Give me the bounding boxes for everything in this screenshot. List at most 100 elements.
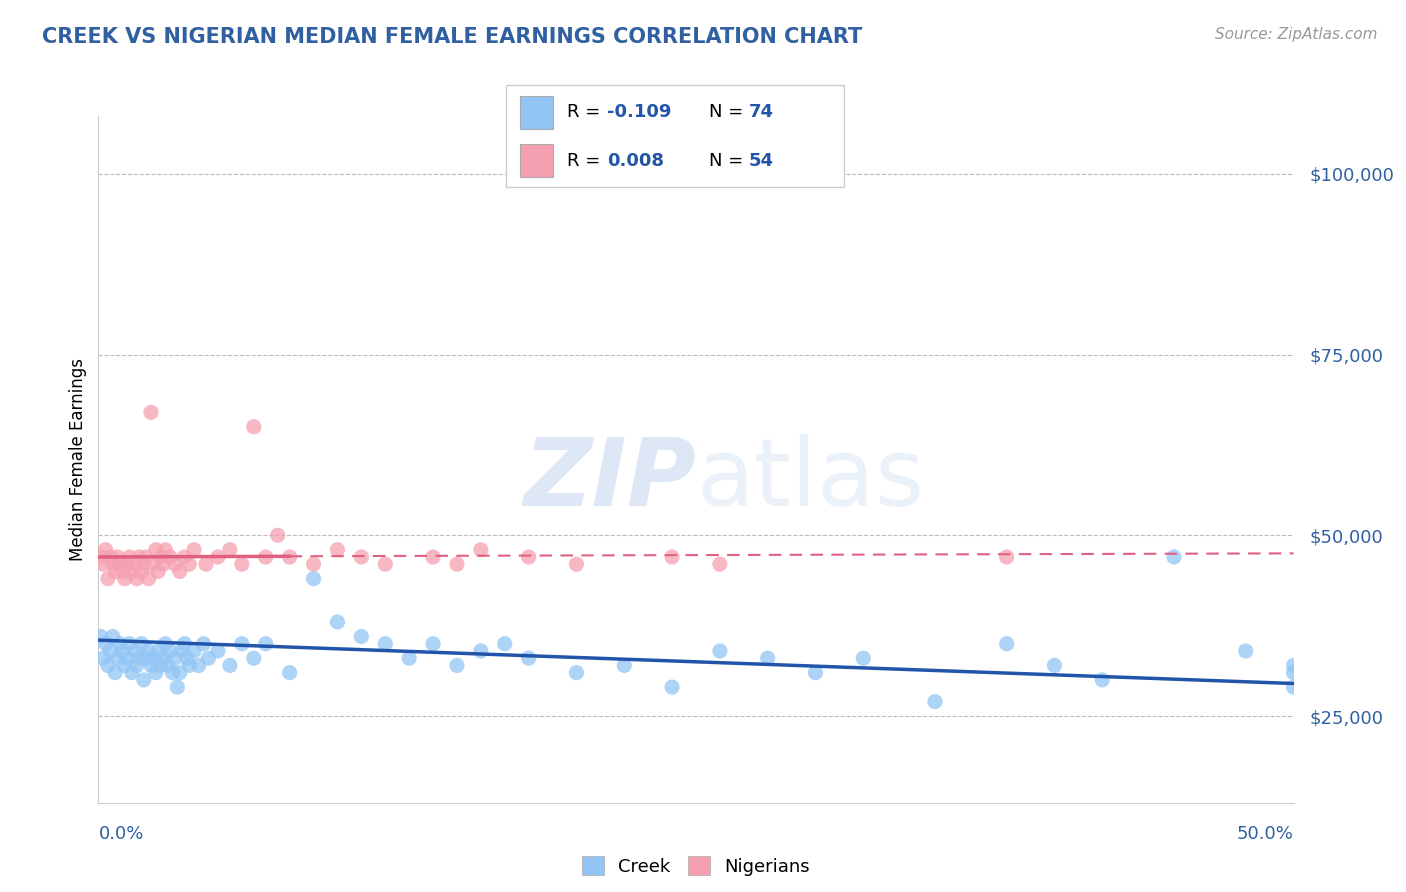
Text: N =: N = bbox=[709, 152, 748, 169]
Point bbox=[183, 644, 205, 658]
Point bbox=[243, 651, 266, 665]
Point bbox=[517, 651, 540, 665]
Point bbox=[159, 549, 181, 564]
Point bbox=[207, 549, 229, 564]
Point bbox=[104, 565, 127, 579]
Point bbox=[90, 630, 112, 644]
Point bbox=[326, 542, 349, 557]
Point bbox=[374, 558, 396, 572]
Point bbox=[135, 651, 157, 665]
Point bbox=[169, 665, 191, 680]
Point bbox=[124, 644, 146, 658]
Point bbox=[125, 572, 148, 586]
Point bbox=[135, 549, 157, 564]
Point bbox=[254, 549, 277, 564]
Point bbox=[115, 651, 138, 665]
Point bbox=[446, 658, 468, 673]
Text: R =: R = bbox=[567, 103, 606, 121]
Point bbox=[852, 651, 875, 665]
Point bbox=[94, 637, 117, 651]
Legend: Creek, Nigerians: Creek, Nigerians bbox=[575, 849, 817, 883]
Point bbox=[219, 658, 242, 673]
Text: 0.0%: 0.0% bbox=[98, 825, 143, 843]
Point bbox=[1282, 665, 1305, 680]
Point bbox=[131, 637, 153, 651]
Point bbox=[163, 558, 186, 572]
Point bbox=[179, 658, 201, 673]
Point bbox=[139, 658, 162, 673]
Point bbox=[995, 637, 1018, 651]
Point bbox=[398, 651, 420, 665]
Point bbox=[145, 665, 167, 680]
Point bbox=[709, 558, 731, 572]
Point bbox=[152, 558, 174, 572]
Point bbox=[446, 558, 468, 572]
Point bbox=[162, 665, 184, 680]
Point bbox=[111, 565, 134, 579]
Point bbox=[111, 644, 134, 658]
Point bbox=[470, 542, 492, 557]
Point bbox=[149, 549, 172, 564]
Point bbox=[613, 658, 636, 673]
Point bbox=[187, 658, 209, 673]
Point bbox=[166, 680, 188, 694]
Point bbox=[709, 644, 731, 658]
Point bbox=[98, 644, 122, 658]
Point bbox=[163, 651, 186, 665]
Point bbox=[494, 637, 516, 651]
Point bbox=[172, 644, 194, 658]
Point bbox=[179, 558, 201, 572]
Point bbox=[125, 658, 148, 673]
Point bbox=[422, 549, 444, 564]
Point bbox=[565, 665, 588, 680]
Point bbox=[1091, 673, 1114, 687]
Point bbox=[219, 542, 242, 557]
Point bbox=[145, 542, 167, 557]
Point bbox=[194, 558, 217, 572]
Point bbox=[243, 420, 266, 434]
Point bbox=[470, 644, 492, 658]
Point bbox=[142, 558, 165, 572]
Point bbox=[101, 558, 124, 572]
Point bbox=[1282, 680, 1305, 694]
Point bbox=[94, 542, 117, 557]
Point bbox=[138, 644, 160, 658]
Text: 50.0%: 50.0% bbox=[1237, 825, 1294, 843]
Point bbox=[326, 615, 349, 629]
Point bbox=[142, 651, 165, 665]
Point bbox=[173, 637, 195, 651]
Point bbox=[97, 658, 120, 673]
Text: -0.109: -0.109 bbox=[607, 103, 672, 121]
Point bbox=[90, 549, 112, 564]
FancyBboxPatch shape bbox=[520, 145, 554, 177]
Point bbox=[183, 542, 205, 557]
Point bbox=[128, 651, 150, 665]
Point bbox=[101, 630, 124, 644]
Point bbox=[565, 558, 588, 572]
Point bbox=[107, 651, 129, 665]
Point bbox=[114, 572, 136, 586]
Point bbox=[207, 644, 229, 658]
Point bbox=[350, 630, 373, 644]
Point bbox=[107, 549, 129, 564]
Point bbox=[91, 651, 114, 665]
Point bbox=[148, 565, 170, 579]
Point bbox=[148, 644, 170, 658]
Point bbox=[278, 549, 301, 564]
Point bbox=[197, 651, 219, 665]
Text: 74: 74 bbox=[749, 103, 775, 121]
Point bbox=[254, 637, 277, 651]
Point bbox=[176, 651, 198, 665]
Text: CREEK VS NIGERIAN MEDIAN FEMALE EARNINGS CORRELATION CHART: CREEK VS NIGERIAN MEDIAN FEMALE EARNINGS… bbox=[42, 27, 862, 46]
Point bbox=[149, 658, 172, 673]
Point bbox=[302, 572, 325, 586]
Point bbox=[118, 549, 141, 564]
Text: 0.008: 0.008 bbox=[607, 152, 665, 169]
Point bbox=[1163, 549, 1185, 564]
Point bbox=[231, 558, 253, 572]
Point bbox=[155, 542, 177, 557]
Point bbox=[995, 549, 1018, 564]
Point bbox=[1282, 658, 1305, 673]
Point bbox=[121, 565, 143, 579]
Point bbox=[128, 549, 150, 564]
